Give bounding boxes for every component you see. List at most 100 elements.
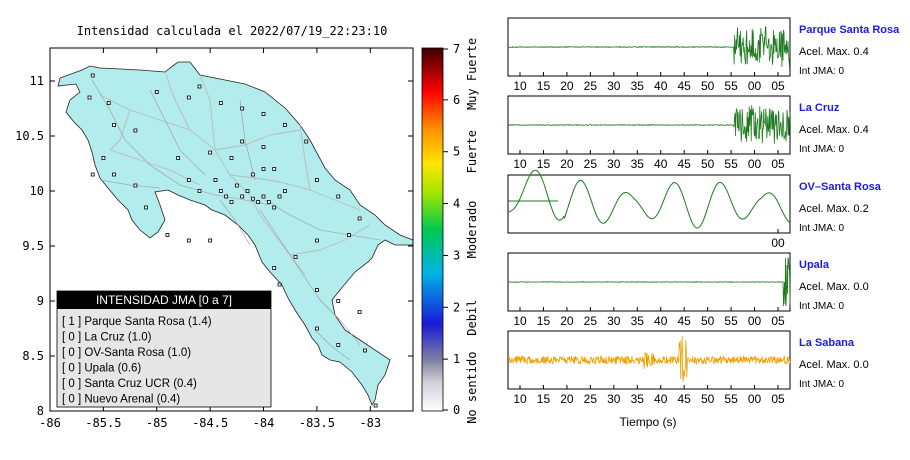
station-marker <box>277 194 282 199</box>
waveform-trace <box>507 257 791 307</box>
station-marker <box>357 310 362 314</box>
station-marker <box>234 183 239 188</box>
map-xtick-label: -84 <box>253 416 275 430</box>
station-marker <box>154 90 159 94</box>
colorbar-gradient <box>421 47 444 412</box>
waveform-frame <box>507 174 791 234</box>
waveform-trace <box>508 169 791 229</box>
station-marker <box>363 348 367 353</box>
waveform-tick-label: 35 <box>631 314 645 328</box>
waveform-tick-label: 40 <box>654 157 668 171</box>
waveform-tick-label: 15 <box>537 392 551 406</box>
colorbar-ticks: 7 6 5 4 3 2 1 0 <box>443 42 460 417</box>
station-marker <box>261 145 266 149</box>
station-marker <box>315 326 319 331</box>
waveform-tick-label: 20 <box>560 392 574 406</box>
waveform-tick-label: 30 <box>607 314 621 328</box>
station-marker <box>347 233 351 237</box>
station-name: La Sabana <box>799 337 855 349</box>
map-ytick-label: 11 <box>30 74 44 88</box>
waveform-tick-label: 10 <box>513 392 527 406</box>
station-marker <box>315 238 319 243</box>
station-marker <box>272 266 277 270</box>
station-marker <box>261 167 266 171</box>
station-marker <box>224 194 229 199</box>
station-marker <box>293 255 298 259</box>
station-marker <box>112 172 116 177</box>
colorbar-tick-label: 5 <box>453 145 460 159</box>
station-accel: Acel. Max. 0.4 <box>799 124 869 136</box>
legend-title: INTENSIDAD JMA [0 a 7] <box>96 293 232 307</box>
station-marker <box>144 205 148 210</box>
legend-item: [ 1 ] Parque Santa Rosa (1.4) <box>62 316 212 328</box>
colorbar-label: No sentido <box>465 352 479 424</box>
waveform-tick-label: 25 <box>584 392 598 406</box>
station-marker <box>304 139 309 144</box>
waveform-tick-label: 30 <box>607 392 621 406</box>
waveform-panel: 10 15 20 25 30 35 40 45 50 55 00 05 La Cruz Acel. Max… <box>507 95 869 171</box>
station-marker <box>240 139 245 144</box>
waveform-panel: 00 OV–Santa Rosa Acel. Max. 0.2 Int JMA: 0 <box>507 169 882 250</box>
station-accel: Acel. Max. 0.2 <box>799 203 869 215</box>
waveform-panels: 10 15 20 25 30 35 40 45 50 55 00 05 Parque Santa Ros… <box>507 17 900 406</box>
station-marker <box>277 282 282 287</box>
station-marker <box>336 343 341 347</box>
station-jma: Int JMA: 0 <box>799 144 844 155</box>
station-markers <box>87 73 378 408</box>
station-marker <box>90 172 95 177</box>
station-marker <box>336 299 341 303</box>
waveform-tick-label: 55 <box>724 79 738 93</box>
station-marker <box>373 403 378 408</box>
legend-title-bg <box>57 291 271 309</box>
waveform-tick-label: 45 <box>678 314 692 328</box>
station-marker <box>256 200 261 204</box>
station-name: Upala <box>799 259 830 271</box>
station-marker <box>186 95 191 100</box>
colorbar-tick-label: 2 <box>453 300 460 314</box>
waveform-tick-label: 15 <box>537 314 551 328</box>
station-marker <box>176 156 181 160</box>
colorbar-label: Muy Fuerte <box>465 38 479 110</box>
waveform-tick-label: 00 <box>771 236 785 250</box>
station-marker <box>315 288 319 292</box>
waveform-tick-label: 55 <box>724 392 738 406</box>
map-xtick-label: -85.5 <box>85 416 121 430</box>
map-xtick-label: -83.5 <box>299 416 335 430</box>
waveform-tick-label: 00 <box>748 392 762 406</box>
colorbar-labels: Muy Fuerte Fuerte Moderado Debil No sentido <box>465 38 479 424</box>
map-frame <box>49 47 414 412</box>
waveform-tick-label: 05 <box>771 392 785 406</box>
station-marker <box>357 216 362 221</box>
intensity-legend: INTENSIDAD JMA [0 a 7] [ 1 ] Parque Sant… <box>56 290 272 408</box>
legend-bg <box>56 290 272 408</box>
map-ytick-label: 10 <box>30 184 44 198</box>
legend-item: [ 0 ] Santa Cruz UCR (0.4) <box>62 378 197 390</box>
station-marker <box>250 196 255 201</box>
waveform-tick-label: 45 <box>678 157 692 171</box>
waveform-trace <box>507 26 791 68</box>
legend-items: [ 1 ] Parque Santa Rosa (1.4) [ 0 ] La Cr… <box>62 316 212 406</box>
waveform-tick-label: 50 <box>701 314 715 328</box>
station-accel: Acel. Max. 0.4 <box>799 46 869 58</box>
station-marker <box>250 172 255 177</box>
legend-item: [ 0 ] OV-Santa Rosa (1.0) <box>62 347 191 359</box>
map-ytick-label: 10.5 <box>15 129 44 143</box>
station-marker <box>272 167 277 171</box>
map-xtick-label: -84.5 <box>192 416 228 430</box>
colorbar-tick-label: 7 <box>453 42 460 56</box>
waveform-tick-label: 20 <box>560 157 574 171</box>
waveform-tick-label: 05 <box>771 79 785 93</box>
waveform-tick-label: 10 <box>513 314 527 328</box>
waveform-tick-label: 00 <box>748 79 762 93</box>
waveform-tick-label: 40 <box>654 314 668 328</box>
waveform-tick-label: 10 <box>513 79 527 93</box>
station-marker <box>245 189 250 193</box>
station-accel: Acel. Max. 0.0 <box>799 359 869 371</box>
colorbar-tick-label: 1 <box>453 352 460 366</box>
waveform-tick-label: 55 <box>724 157 738 171</box>
waveform-panel: 10 15 20 25 30 35 40 45 50 55 00 05 Upala Acel. Max. … <box>507 252 869 328</box>
map-ytick-label: 8.5 <box>22 349 44 363</box>
station-jma: Int JMA: 0 <box>799 223 844 234</box>
waveform-trace <box>507 335 791 382</box>
